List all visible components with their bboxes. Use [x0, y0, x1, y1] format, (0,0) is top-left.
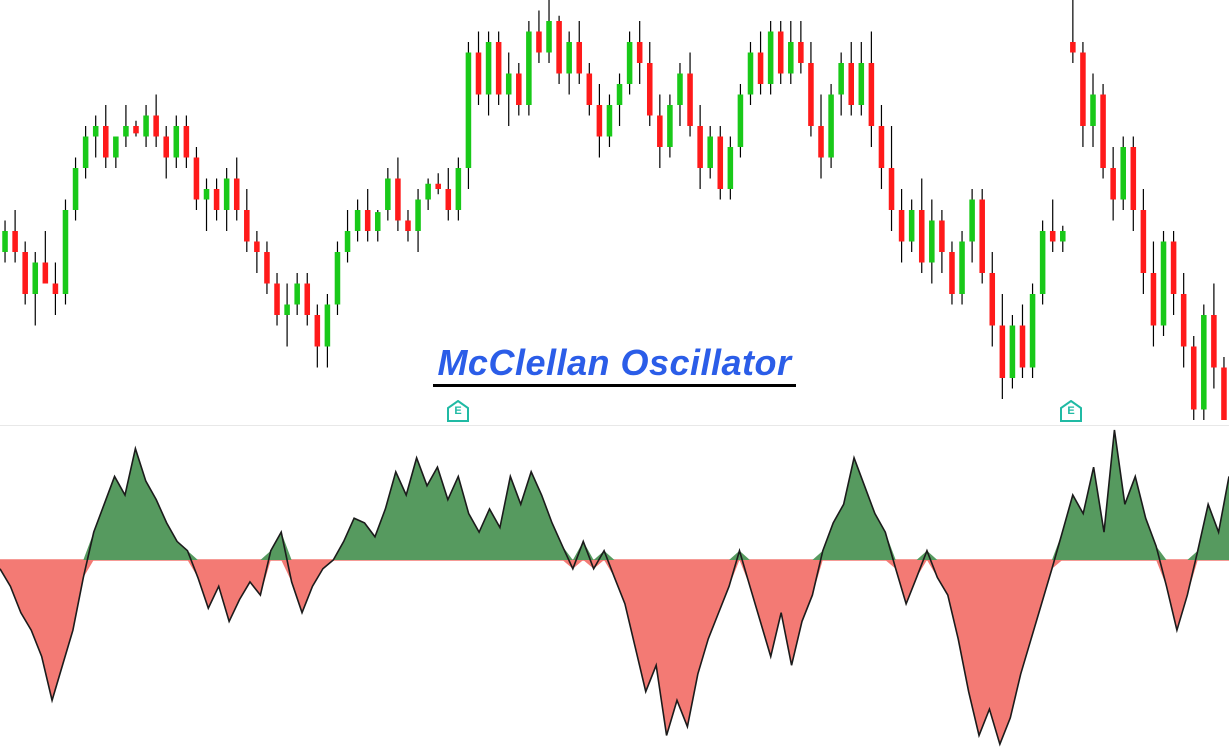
chart-stage: McClellan Oscillator E E — [0, 0, 1229, 755]
candlestick-chart — [0, 0, 1229, 420]
mcclellan-oscillator-panel — [0, 425, 1229, 755]
